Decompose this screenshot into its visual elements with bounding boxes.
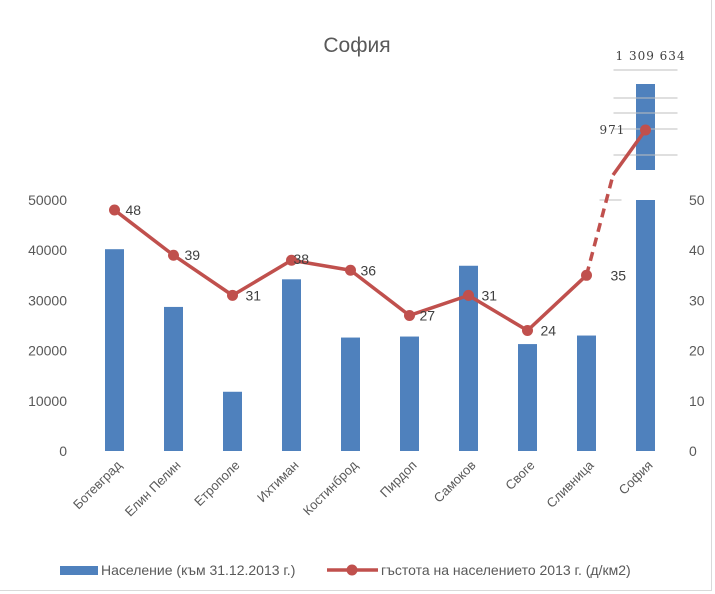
density-data-label: 39 bbox=[185, 247, 201, 263]
bar bbox=[223, 391, 242, 451]
left-tick-label: 20000 bbox=[28, 343, 67, 359]
category-label: Пирдоп bbox=[377, 458, 420, 501]
bar bbox=[518, 344, 537, 451]
legend-bar-swatch bbox=[60, 566, 98, 575]
density-point bbox=[404, 309, 415, 321]
left-tick-label: 50000 bbox=[28, 192, 67, 208]
category-label: Етрополе bbox=[191, 458, 243, 510]
legend-bar-label: Население (към 31.12.2013 г.) bbox=[101, 562, 295, 578]
category-label: Костинброд bbox=[300, 457, 361, 518]
density-data-label: 35 bbox=[611, 267, 627, 283]
left-tick-label: 0 bbox=[59, 443, 67, 459]
density-data-label: 27 bbox=[420, 307, 436, 323]
density-data-label: 971 bbox=[600, 123, 626, 137]
bar bbox=[636, 200, 655, 451]
bar bbox=[164, 306, 183, 451]
legend-line-label: гъстота на населението 2013 г. (д/км2) bbox=[381, 562, 631, 578]
density-point bbox=[581, 269, 592, 281]
category-label: Своге bbox=[502, 458, 537, 493]
legend: Население (към 31.12.2013 г.) гъстота на… bbox=[60, 562, 631, 578]
bar bbox=[577, 335, 596, 451]
density-point bbox=[463, 289, 474, 301]
right-tick-label: 30 bbox=[689, 292, 705, 308]
legend-line-marker bbox=[346, 564, 358, 576]
bar bbox=[400, 336, 419, 451]
right-tick-label: 50 bbox=[689, 192, 705, 208]
bar bbox=[459, 265, 478, 451]
category-label: Елин Пелин bbox=[122, 458, 184, 520]
left-tick-label: 30000 bbox=[28, 292, 67, 308]
left-tick-label: 10000 bbox=[28, 393, 67, 409]
density-data-label: 38 bbox=[294, 251, 310, 267]
population-bars bbox=[105, 84, 655, 451]
density-line: 48 39 31 38 36 27 31 24 35 971 bbox=[109, 123, 651, 339]
density-point bbox=[227, 289, 238, 301]
density-point bbox=[168, 249, 179, 261]
right-tick-label: 10 bbox=[689, 393, 705, 409]
density-point bbox=[109, 204, 120, 216]
category-label: Самоков bbox=[431, 457, 479, 505]
left-tick-label: 40000 bbox=[28, 242, 67, 258]
density-data-label: 31 bbox=[482, 287, 498, 303]
bar bbox=[282, 279, 301, 451]
bar bbox=[341, 337, 360, 451]
bar bbox=[105, 249, 124, 451]
right-tick-label: 40 bbox=[689, 242, 705, 258]
category-label: Ботевград bbox=[70, 457, 125, 512]
density-line-dashed bbox=[584, 174, 615, 276]
density-point bbox=[286, 254, 297, 266]
density-point bbox=[640, 124, 651, 136]
category-label: София bbox=[616, 458, 656, 498]
chart-title: София bbox=[323, 34, 390, 57]
category-label: Сливница bbox=[543, 457, 597, 511]
density-data-label: 31 bbox=[246, 287, 262, 303]
bar-break-value-label: 1 309 634 bbox=[616, 49, 686, 63]
density-point bbox=[522, 325, 533, 337]
right-axis: 0 10 20 30 40 50 bbox=[689, 192, 705, 459]
left-axis: 0 10000 20000 30000 40000 50000 bbox=[28, 192, 67, 459]
density-data-label: 36 bbox=[361, 262, 377, 278]
right-tick-label: 20 bbox=[689, 343, 705, 359]
axis-break-lines: 1 309 634 bbox=[599, 49, 686, 201]
density-point bbox=[345, 264, 356, 276]
density-line-upper bbox=[611, 128, 647, 177]
right-tick-label: 0 bbox=[689, 443, 697, 459]
density-data-label: 24 bbox=[541, 323, 557, 339]
category-label: Ихтиман bbox=[254, 458, 302, 506]
density-data-label: 48 bbox=[126, 202, 142, 218]
